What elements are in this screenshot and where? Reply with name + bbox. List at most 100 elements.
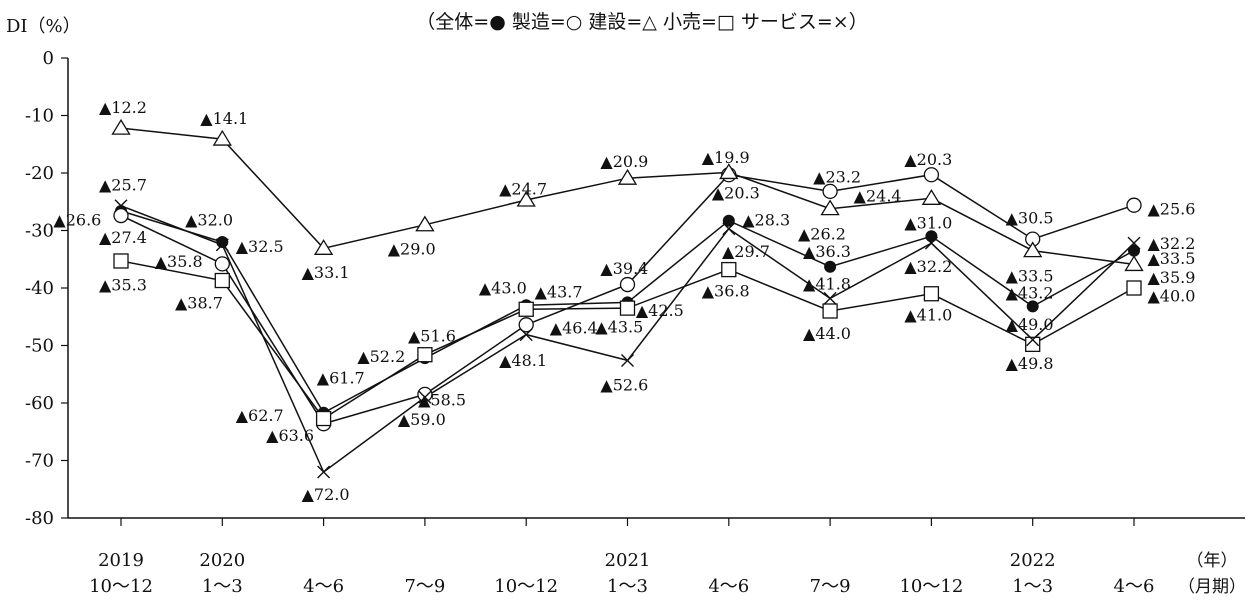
y-tick-label: -40 — [25, 278, 54, 299]
x-tick-period: 7～9 — [404, 576, 445, 597]
point-cross — [519, 328, 533, 342]
x-tick-period: 7～9 — [810, 576, 851, 597]
x-tick-period: 1～3 — [607, 576, 648, 597]
point-square — [417, 347, 433, 363]
data-label: ▲36.3 — [803, 242, 851, 261]
data-labels: ▲12.2 ▲25.7 ▲26.6▲27.4 ▲35.3 ▲35.8 ▲14.1 ▲32.0… — [53, 98, 1195, 504]
data-label: ▲20.3 — [712, 184, 760, 203]
y-tick-label: -80 — [25, 508, 54, 529]
data-label: ▲23.2 — [813, 167, 861, 186]
data-label: ▲61.7 — [317, 369, 365, 388]
point-circle — [518, 317, 534, 333]
y-tick-label: -50 — [25, 336, 54, 357]
data-label: ▲72.0 — [302, 485, 350, 504]
point-cross — [823, 291, 837, 305]
point-filled-circle — [925, 230, 938, 243]
data-label: ▲43.0 — [479, 278, 527, 297]
point-square — [721, 261, 737, 278]
x-axis-labels: 2019 10～12 2020 1～3 4～6 7～9 10～12 2021 1～3 4～6 7～9… — [89, 518, 1154, 597]
data-label: ▲46.4 — [550, 319, 598, 338]
data-label: ▲12.2 — [99, 98, 147, 117]
data-label: ▲31.0 — [904, 213, 952, 232]
data-label: ▲62.7 — [236, 406, 284, 425]
point-square — [315, 410, 332, 427]
data-label: ▲44.0 — [803, 324, 851, 343]
data-label: ▲29.7 — [722, 242, 770, 261]
data-label: ▲43.5 — [595, 318, 643, 337]
point-square — [518, 301, 534, 317]
x-tick-period: 10～12 — [89, 576, 153, 597]
x-tick-period: 10～12 — [899, 576, 963, 597]
point-triangle — [617, 168, 638, 185]
data-label: ▲35.8 — [155, 252, 203, 271]
data-label: ▲32.2 — [904, 257, 952, 276]
y-tick-label: -60 — [25, 393, 54, 414]
x-tick-year: 2020 — [199, 550, 245, 571]
x-unit-period: （月期） — [1178, 577, 1246, 597]
x-tick-year: 2021 — [605, 550, 651, 571]
data-label: ▲35.9 — [1147, 268, 1195, 287]
data-label: ▲42.5 — [636, 301, 684, 320]
data-label: ▲52.2 — [357, 347, 405, 366]
point-triangle — [1023, 241, 1043, 258]
y-axis-ticks: 0 -10 -20 -30 -40 -50 -60 -70 -80 — [25, 48, 68, 529]
point-square — [113, 253, 129, 269]
legend: （全体=● 製造=○ 建設=△ 小売=□ サービス=×） — [416, 11, 867, 33]
point-triangle — [921, 189, 942, 205]
x-tick-period: 10～12 — [494, 576, 558, 597]
data-label: ▲49.0 — [1006, 315, 1054, 334]
point-triangle — [516, 190, 536, 207]
data-label: ▲29.0 — [388, 239, 436, 258]
x-tick-year: 2022 — [1010, 550, 1056, 571]
data-label: ▲33.5 — [1006, 266, 1054, 285]
data-label: ▲28.3 — [742, 211, 790, 230]
point-circle — [822, 183, 838, 200]
data-label: ▲32.2 — [1147, 234, 1195, 253]
point-cross — [114, 199, 128, 213]
point-triangle — [111, 118, 131, 135]
data-label: ▲43.2 — [1006, 284, 1054, 303]
point-circle — [113, 207, 129, 224]
point-cross — [722, 222, 736, 236]
data-label: ▲14.1 — [200, 109, 248, 128]
data-label: ▲30.5 — [1006, 208, 1054, 227]
x-unit-year: （年） — [1187, 551, 1238, 571]
point-cross — [418, 390, 432, 404]
point-cross — [924, 236, 938, 250]
data-label: ▲33.1 — [302, 263, 350, 282]
y-axis-label: DI（%） — [6, 16, 81, 37]
y-tick-label: -10 — [25, 106, 54, 127]
x-tick-period: 1～3 — [202, 576, 243, 597]
data-label: ▲33.5 — [1147, 249, 1195, 268]
data-label: ▲35.3 — [99, 276, 147, 295]
data-label: ▲41.0 — [904, 305, 952, 324]
point-triangle — [1124, 255, 1144, 272]
series-layer — [111, 118, 1144, 479]
data-label: ▲27.4 — [99, 228, 147, 247]
data-label: ▲25.6 — [1147, 200, 1195, 219]
point-square — [1126, 280, 1142, 296]
point-square — [822, 303, 838, 319]
data-label: ▲58.5 — [418, 391, 466, 410]
x-tick-period: 1～3 — [1012, 576, 1053, 597]
point-triangle — [719, 163, 739, 180]
point-filled-circle — [216, 236, 229, 248]
data-label: ▲39.4 — [600, 259, 648, 278]
x-tick-year: 2019 — [98, 550, 144, 571]
data-label: ▲25.7 — [99, 176, 147, 195]
x-tick-period: 4～6 — [708, 576, 749, 597]
y-tick-label: -70 — [25, 451, 54, 472]
data-label: ▲59.0 — [398, 410, 446, 429]
point-filled-circle — [722, 214, 735, 227]
point-circle — [619, 276, 636, 293]
data-label: ▲32.0 — [185, 211, 233, 230]
point-square — [923, 286, 940, 302]
data-label: ▲63.6 — [266, 426, 314, 445]
point-square — [214, 272, 230, 289]
point-square — [1025, 336, 1041, 353]
y-tick-label: -20 — [25, 163, 54, 184]
y-tick-label: 0 — [43, 48, 54, 69]
data-label: ▲24.7 — [499, 180, 547, 199]
data-label: ▲43.7 — [535, 282, 583, 301]
